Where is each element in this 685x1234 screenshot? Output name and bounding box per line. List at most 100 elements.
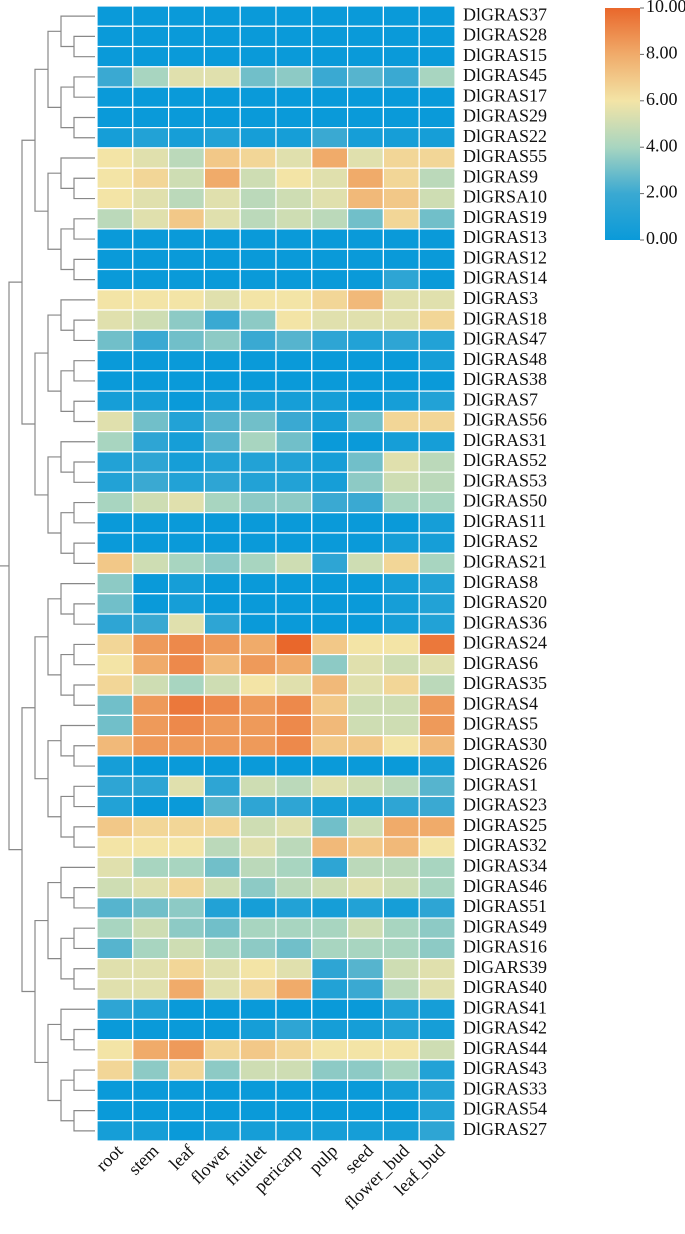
heat-cell [203, 633, 241, 656]
heat-cell [239, 147, 277, 169]
heat-cell [239, 1120, 277, 1142]
row-label: DlGRAS31 [463, 430, 547, 450]
heat-cell [311, 1039, 349, 1061]
heat-cell [203, 248, 241, 271]
heat-cell [168, 836, 206, 858]
heat-cell [275, 106, 313, 129]
heat-cell [96, 329, 134, 352]
heat-cell [275, 167, 313, 190]
heat-cell [382, 856, 420, 879]
heat-cell [275, 633, 313, 656]
heat-cell [275, 1079, 313, 1102]
heat-cell [418, 957, 456, 980]
dendrogram-branch [47, 30, 61, 108]
dendrogram-branch [47, 456, 61, 534]
heat-cell [239, 228, 277, 250]
heat-cell [418, 917, 456, 939]
heat-cell [239, 552, 277, 575]
heat-cell [382, 1120, 420, 1142]
heat-cell [132, 66, 170, 88]
dendrogram-branch [73, 360, 95, 382]
heat-cell [239, 876, 277, 899]
heat-cell [168, 86, 206, 108]
heat-cell [418, 187, 456, 210]
heat-cell [347, 1079, 385, 1102]
heat-cell [275, 370, 313, 392]
heat-cell [347, 208, 385, 230]
heat-cell [96, 694, 134, 716]
heat-cell [311, 349, 349, 372]
heat-cell [132, 289, 170, 311]
heat-cell [382, 1039, 420, 1061]
heat-cell [347, 329, 385, 352]
dendrogram-branch [47, 172, 61, 250]
dendrogram-branch [60, 937, 74, 980]
heat-cell [239, 1079, 277, 1102]
row-label: DlGRAS41 [463, 997, 547, 1017]
heat-cell [311, 532, 349, 554]
heat-cell [347, 25, 385, 48]
dendrogram-branch [60, 1079, 74, 1122]
heat-cell [311, 755, 349, 777]
heat-cell [132, 370, 170, 392]
colorbar-tick-label: 4.00 [646, 135, 678, 155]
heat-cell [239, 1059, 277, 1081]
heat-cell [418, 147, 456, 169]
heat-cell [382, 998, 420, 1020]
heat-cell [203, 978, 241, 1000]
heat-cell [275, 897, 313, 919]
heat-cell [203, 856, 241, 879]
heat-cell [203, 532, 241, 554]
heat-cell [96, 248, 134, 271]
heat-cell [382, 816, 420, 838]
heat-cell [311, 45, 349, 68]
heat-cell [275, 593, 313, 615]
heat-cell [168, 1018, 206, 1041]
heat-cell [132, 45, 170, 68]
heat-cell [132, 775, 170, 798]
heat-cell [275, 66, 313, 88]
heat-cell [382, 451, 420, 473]
heat-cell [347, 653, 385, 676]
heat-cell [168, 613, 206, 635]
heat-cell [275, 431, 313, 453]
heat-cell [168, 735, 206, 757]
heat-cell [168, 289, 206, 311]
heat-cell [347, 674, 385, 696]
heat-cell [418, 876, 456, 899]
heat-cell [347, 714, 385, 737]
heat-cell [132, 593, 170, 615]
dendrogram-branch [73, 542, 95, 564]
heat-cell [132, 268, 170, 291]
heat-cell [132, 1079, 170, 1102]
heat-cell [347, 45, 385, 68]
heat-cell [347, 431, 385, 453]
heat-cell [96, 5, 134, 27]
heat-cell [132, 735, 170, 757]
heat-cell [132, 1059, 170, 1081]
heat-cell [203, 5, 241, 27]
heat-cell [275, 552, 313, 575]
heat-cell [275, 653, 313, 676]
heat-cell [132, 836, 170, 858]
heat-cell [239, 187, 277, 210]
heat-cell [382, 978, 420, 1000]
dendrogram-branch [60, 653, 74, 696]
heat-cell [311, 431, 349, 453]
heat-cell [418, 653, 456, 676]
heat-cell [311, 1120, 349, 1142]
dendrogram-branch [73, 501, 95, 524]
heat-cell [347, 512, 385, 534]
heat-cell [311, 775, 349, 798]
dendrogram [0, 15, 95, 1132]
heat-cell [132, 187, 170, 210]
heat-cell [275, 836, 313, 858]
heat-cell [418, 127, 456, 149]
heat-cell [275, 694, 313, 716]
heat-cell [382, 147, 420, 169]
heat-cell [203, 329, 241, 352]
heat-cell [382, 248, 420, 271]
heat-cell [347, 309, 385, 331]
heat-cell [418, 329, 456, 352]
